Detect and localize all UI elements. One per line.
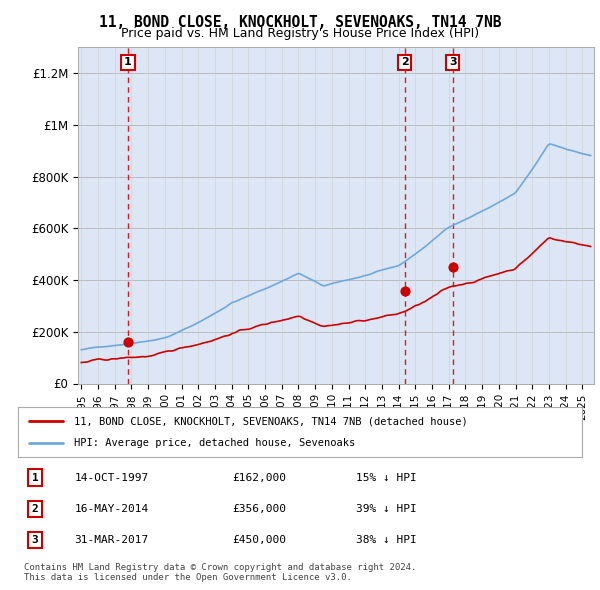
- Text: 16-MAY-2014: 16-MAY-2014: [74, 504, 149, 514]
- Text: 15% ↓ HPI: 15% ↓ HPI: [356, 473, 417, 483]
- Text: £356,000: £356,000: [232, 504, 286, 514]
- Point: [448, 263, 458, 272]
- Text: 39% ↓ HPI: 39% ↓ HPI: [356, 504, 417, 514]
- Text: 1: 1: [124, 57, 132, 67]
- Point: [400, 287, 410, 296]
- Text: Contains HM Land Registry data © Crown copyright and database right 2024.
This d: Contains HM Land Registry data © Crown c…: [24, 563, 416, 582]
- Text: Price paid vs. HM Land Registry's House Price Index (HPI): Price paid vs. HM Land Registry's House …: [121, 27, 479, 40]
- Text: 11, BOND CLOSE, KNOCKHOLT, SEVENOAKS, TN14 7NB (detached house): 11, BOND CLOSE, KNOCKHOLT, SEVENOAKS, TN…: [74, 416, 468, 426]
- Text: £450,000: £450,000: [232, 535, 286, 545]
- Text: 11, BOND CLOSE, KNOCKHOLT, SEVENOAKS, TN14 7NB: 11, BOND CLOSE, KNOCKHOLT, SEVENOAKS, TN…: [99, 15, 501, 30]
- Text: 3: 3: [449, 57, 457, 67]
- Text: £162,000: £162,000: [232, 473, 286, 483]
- Text: 14-OCT-1997: 14-OCT-1997: [74, 473, 149, 483]
- Text: 38% ↓ HPI: 38% ↓ HPI: [356, 535, 417, 545]
- Text: 1: 1: [32, 473, 38, 483]
- Text: 2: 2: [401, 57, 409, 67]
- Point: [123, 337, 133, 346]
- Text: 3: 3: [32, 535, 38, 545]
- Text: 31-MAR-2017: 31-MAR-2017: [74, 535, 149, 545]
- Text: HPI: Average price, detached house, Sevenoaks: HPI: Average price, detached house, Seve…: [74, 438, 356, 448]
- Text: 2: 2: [32, 504, 38, 514]
